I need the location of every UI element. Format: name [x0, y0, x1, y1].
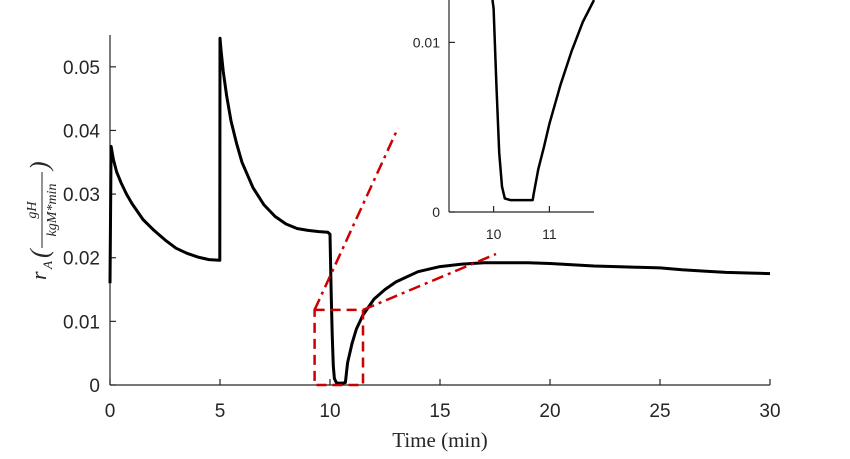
main-xtick-label: 25 — [649, 401, 670, 422]
main-x-ticks: 0 5 10 15 20 25 30 — [105, 379, 781, 422]
main-ytick-label: 0.01 — [63, 312, 100, 333]
y-label-symbol: r — [26, 271, 51, 280]
main-xtick-label: 30 — [759, 401, 780, 422]
main-series-line — [108, 36, 771, 385]
zoom-box — [313, 308, 365, 387]
inset-series-line — [491, 0, 596, 202]
main-ytick-label: 0.04 — [63, 121, 100, 142]
inset-background — [449, 0, 594, 212]
inset-ytick-label: 0 — [432, 204, 440, 220]
zoom-connector-upper — [313, 127, 400, 311]
y-label-paren-close: ) — [25, 161, 54, 172]
y-label-subscript: A — [40, 261, 55, 270]
main-xtick-label: 5 — [215, 401, 226, 422]
main-ytick-label: 0.03 — [63, 185, 100, 206]
main-ytick-label: 0 — [89, 376, 100, 397]
main-xtick-label: 0 — [105, 401, 116, 422]
inset-xtick-label: 10 — [486, 226, 502, 242]
main-xtick-label: 20 — [539, 401, 560, 422]
main-axes: 0 5 10 15 20 25 30 00.010.020.030.040.05 — [63, 35, 781, 422]
y-label-numerator: gH — [25, 201, 40, 219]
inset-ytick-label: 0.01 — [413, 34, 440, 50]
y-axis-label: r A ( gH kgM*min ) — [25, 161, 60, 280]
inset-x-ticks: 10 11 — [486, 206, 557, 242]
main-ytick-label: 0.05 — [63, 58, 100, 79]
inset-y-ticks: 00.01 — [413, 34, 455, 220]
main-xtick-label: 10 — [319, 401, 340, 422]
main-xtick-label: 15 — [429, 401, 450, 422]
x-axis-label: Time (min) — [392, 428, 487, 452]
main-y-ticks: 0 0.01 0.02 0.03 0.04 0.05 — [63, 58, 116, 397]
zoom-indicator — [313, 127, 497, 387]
y-label-paren-open: ( — [25, 248, 54, 258]
inset-axes: 10 11 00.01 — [413, 0, 596, 242]
y-label-denominator: kgM*min — [45, 184, 60, 237]
main-ytick-label: 0.02 — [63, 249, 100, 270]
inset-xtick-label: 11 — [542, 226, 557, 242]
